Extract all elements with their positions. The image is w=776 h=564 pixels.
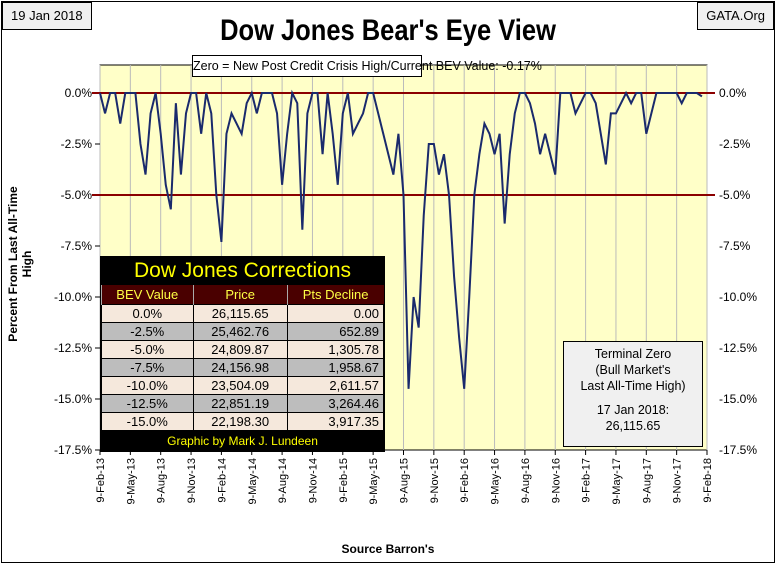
y-tick-label: -15.0% [54, 392, 92, 406]
table-row: -12.5% 22,851.19 3,264.46 [101, 394, 385, 413]
table-row: 0.0% 26,115.65 0.00 [101, 304, 385, 323]
terminal-zero-box: Terminal Zero (Bull Market's Last All-Ti… [563, 341, 703, 447]
terminal-line: 17 Jan 2018: [596, 403, 670, 417]
x-tick-label: 9-Nov-13 [186, 458, 198, 503]
y-tick-label: -5.0% [61, 188, 93, 202]
table-cell: -5.0% [101, 340, 194, 359]
table-row: -5.0% 24,809.87 1,305.78 [101, 340, 385, 359]
y-tick-label-right: -2.5% [719, 137, 751, 151]
table-cell: -15.0% [101, 412, 194, 431]
table-cell: 22,198.30 [192, 412, 288, 431]
table-cell: -7.5% [101, 358, 194, 377]
table-footer: Graphic by Mark J. Lundeen [167, 434, 318, 448]
table-cell: 3,917.35 [286, 412, 385, 431]
bev-series-line [99, 89, 703, 389]
table-cell: -10.0% [101, 376, 194, 395]
x-tick-label: 9-Nov-17 [672, 458, 684, 503]
y-tick-label-right: -10.0% [719, 290, 757, 304]
table-row: -10.0% 23,504.09 2,611.57 [101, 376, 385, 395]
table-cell: -2.5% [101, 322, 194, 341]
x-tick-label: 9-Aug-13 [156, 458, 168, 503]
x-tick-label: 9-Aug-14 [277, 458, 289, 503]
x-tick-label: 9-Nov-14 [307, 458, 319, 503]
table-row: -7.5% 24,156.98 1,958.67 [101, 358, 385, 377]
terminal-line: Last All-Time High) [580, 379, 686, 393]
site-label: GATA.Org [697, 2, 774, 30]
terminal-line: 26,115.65 [605, 419, 661, 433]
x-tick-label: 9-Feb-18 [702, 458, 714, 503]
x-tick-label: 9-May-15 [368, 458, 380, 504]
y-tick-label: -17.5% [54, 443, 92, 457]
y-tick-label-right: -15.0% [719, 392, 757, 406]
y-tick-label: -10.0% [54, 290, 92, 304]
table-cell: -12.5% [101, 394, 194, 413]
x-tick-label: 9-Aug-16 [520, 458, 532, 503]
corrections-table: Dow Jones Corrections BEV Value Price Pts … [100, 256, 385, 452]
y-tick-label-right: 0.0% [719, 86, 747, 100]
x-axis-label: Source Barron's [341, 542, 435, 556]
table-cell: 24,809.87 [192, 340, 288, 359]
y-tick-label-right: -7.5% [719, 239, 751, 253]
x-tick-label: 9-Aug-17 [641, 458, 653, 503]
table-cell: 0.0% [101, 304, 194, 323]
x-tick-label: 9-Feb-15 [338, 458, 350, 503]
x-tick-label: 9-May-16 [490, 458, 502, 504]
y-tick-label: -7.5% [61, 239, 93, 253]
x-tick-label: 9-May-14 [247, 458, 259, 504]
col-header: Pts Decline [286, 285, 384, 305]
y-tick-label-right: -5.0% [719, 188, 751, 202]
x-tick-label: 9-Feb-16 [459, 458, 471, 503]
table-cell: 2,611.57 [286, 376, 385, 395]
x-tick-label: 9-May-13 [125, 458, 137, 504]
table-row: -2.5% 25,462.76 652.89 [101, 322, 385, 341]
x-tick-label: 9-Nov-15 [429, 458, 441, 503]
x-tick-label: 9-Aug-15 [399, 458, 411, 503]
date-label: 19 Jan 2018 [2, 2, 92, 30]
table-cell: 26,115.65 [192, 304, 288, 323]
table-cell: 25,462.76 [192, 322, 288, 341]
y-tick-label-right: -12.5% [719, 341, 757, 355]
table-cell: 1,305.78 [286, 340, 385, 359]
table-cell: 0.00 [286, 304, 385, 323]
x-tick-label: 9-May-17 [611, 458, 623, 504]
table-cell: 3,264.46 [286, 394, 385, 413]
x-tick-label: 9-Nov-16 [550, 458, 562, 503]
chart-title: Dow Jones Bear's Eye View [220, 14, 556, 47]
x-tick-label: 9-Feb-13 [95, 458, 107, 503]
col-header: BEV Value [101, 285, 194, 305]
table-cell: 1,958.67 [286, 358, 385, 377]
chart-subtitle: Zero = New Post Credit Crisis High/Curre… [192, 55, 542, 77]
x-tick-label: 9-Feb-14 [216, 458, 228, 503]
table-cell: 24,156.98 [192, 358, 288, 377]
table-cell: 23,504.09 [192, 376, 288, 395]
table-title: Dow Jones Corrections [133, 259, 352, 282]
col-header: Price [192, 285, 288, 305]
y-tick-label: -12.5% [54, 341, 92, 355]
x-tick-label: 9-Feb-17 [581, 458, 593, 503]
table-row: -15.0% 22,198.30 3,917.35 [101, 412, 385, 431]
terminal-line: Terminal Zero [594, 347, 672, 361]
y-tick-label: -2.5% [61, 137, 93, 151]
y-tick-label: 0.0% [65, 86, 93, 100]
y-tick-label-right: -17.5% [719, 443, 757, 457]
table-cell: 22,851.19 [192, 394, 288, 413]
y-axis-label: Percent From Last All-Time High [6, 186, 34, 342]
table-cell: 652.89 [286, 322, 385, 341]
terminal-line: (Bull Market's [595, 363, 671, 377]
